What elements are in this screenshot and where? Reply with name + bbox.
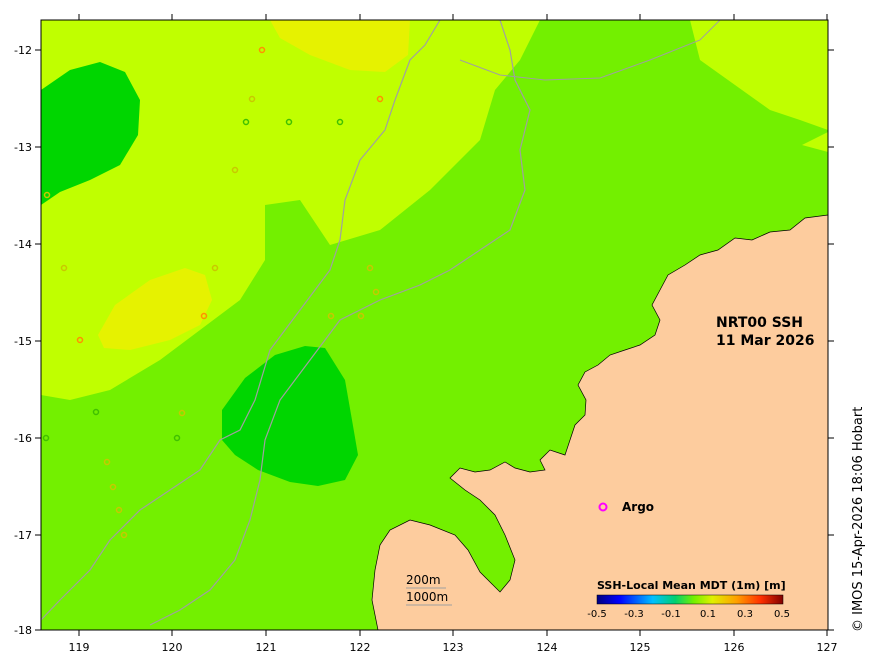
sea-light-region-east: [690, 20, 828, 130]
argo-marker[interactable]: [357, 312, 365, 320]
argo-legend-icon: [598, 502, 608, 512]
contour-legend-200m: 200m: [406, 573, 441, 587]
argo-markers: [42, 46, 384, 539]
x-tick-label: 126: [724, 641, 745, 654]
argo-marker[interactable]: [372, 288, 380, 296]
x-tick-label: 125: [630, 641, 651, 654]
argo-marker[interactable]: [285, 118, 293, 126]
map-date: 11 Mar 2026: [716, 333, 814, 349]
argo-marker[interactable]: [336, 118, 344, 126]
argo-marker[interactable]: [366, 264, 374, 272]
x-tick-label: 127: [817, 641, 838, 654]
argo-marker[interactable]: [60, 264, 68, 272]
argo-marker[interactable]: [327, 312, 335, 320]
contour-200m: [41, 20, 441, 621]
colorbar-title: SSH-Local Mean MDT (1m) [m]: [597, 579, 786, 592]
land-mass: [371, 214, 828, 630]
argo-marker[interactable]: [178, 409, 186, 417]
sea-yellow-region-north: [270, 20, 410, 72]
y-tick-label: -12: [14, 44, 32, 57]
x-tick-label: 124: [537, 641, 558, 654]
map-plot-area: [41, 20, 828, 630]
argo-marker[interactable]: [115, 506, 123, 514]
argo-marker[interactable]: [231, 166, 239, 174]
argo-marker[interactable]: [200, 312, 208, 320]
colorbar-tick: -0.3: [624, 609, 644, 620]
contour-legend-1000m: 1000m: [406, 590, 448, 604]
argo-marker[interactable]: [242, 118, 250, 126]
x-tick-label: 119: [69, 641, 90, 654]
sea-dark-region-northwest: [41, 62, 140, 205]
argo-marker[interactable]: [376, 95, 384, 103]
argo-marker[interactable]: [109, 483, 117, 491]
argo-legend-label: Argo: [622, 500, 654, 514]
y-tick-label: -13: [14, 141, 32, 154]
sea-light-region-east2: [802, 132, 828, 152]
y-tick-label: -14: [14, 238, 32, 251]
argo-marker[interactable]: [248, 95, 256, 103]
argo-marker[interactable]: [120, 531, 128, 539]
argo-marker[interactable]: [76, 336, 84, 344]
x-tick-label: 121: [256, 641, 277, 654]
x-tick-label: 122: [350, 641, 371, 654]
argo-marker[interactable]: [42, 434, 50, 442]
credit-text: © IMOS 15-Apr-2026 18:06 Hobart: [851, 407, 866, 632]
plot-frame: [40, 19, 829, 631]
argo-marker[interactable]: [173, 434, 181, 442]
argo-marker[interactable]: [258, 46, 266, 54]
contour-shelf-east: [459, 20, 721, 81]
argo-marker[interactable]: [103, 458, 111, 466]
sea-dark-region-central: [222, 346, 358, 486]
y-axis: [35, 49, 834, 631]
colorbar-tick: -0.5: [587, 609, 607, 620]
argo-marker[interactable]: [43, 191, 51, 199]
y-tick-label: -16: [14, 432, 32, 445]
argo-marker[interactable]: [211, 264, 219, 272]
colorbar-tick: 0.5: [774, 609, 790, 620]
contour-1000m: [149, 20, 531, 626]
y-tick-label: -18: [14, 624, 32, 637]
colorbar-tick: -0.1: [661, 609, 681, 620]
map-title: NRT00 SSH: [716, 315, 803, 331]
colorbar-tick: 0.3: [737, 609, 753, 620]
x-tick-label: 120: [162, 641, 183, 654]
x-tick-label: 123: [443, 641, 464, 654]
colorbar: [596, 594, 784, 605]
sea-yellow-region-west: [98, 268, 212, 350]
colorbar-tick: 0.1: [700, 609, 716, 620]
y-tick-label: -17: [14, 529, 32, 542]
argo-marker[interactable]: [92, 408, 100, 416]
y-tick-label: -15: [14, 335, 32, 348]
x-axis: [78, 14, 828, 636]
